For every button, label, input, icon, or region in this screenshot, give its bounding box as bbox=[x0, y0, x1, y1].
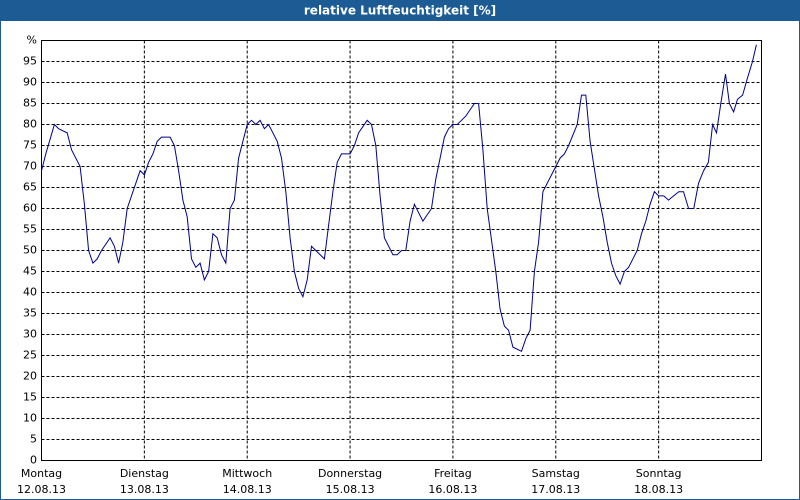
y-tick-label: 80 bbox=[23, 118, 37, 131]
y-tick-label: 75 bbox=[23, 139, 37, 152]
y-tick-label: 10 bbox=[23, 412, 37, 425]
x-tick-date: 17.08.13 bbox=[531, 483, 580, 496]
y-tick-label: 45 bbox=[23, 265, 37, 278]
y-tick-label: 25 bbox=[23, 349, 37, 362]
y-tick-label: 95 bbox=[23, 55, 37, 68]
y-tick-label: 0 bbox=[30, 454, 37, 467]
y-tick-label: 5 bbox=[30, 433, 37, 446]
x-tick-label: Samstag bbox=[532, 467, 580, 480]
x-tick-date: 12.08.13 bbox=[17, 483, 66, 496]
x-tick-label: Freitag bbox=[434, 467, 472, 480]
y-tick-label: 55 bbox=[23, 223, 37, 236]
y-tick-label: 90 bbox=[23, 76, 37, 89]
x-tick-date: 15.08.13 bbox=[326, 483, 375, 496]
y-tick-label: 15 bbox=[23, 391, 37, 404]
x-tick-label: Montag bbox=[21, 467, 62, 480]
y-tick-label: 40 bbox=[23, 286, 37, 299]
y-tick-label: 50 bbox=[23, 244, 37, 257]
y-tick-label: 65 bbox=[23, 181, 37, 194]
y-tick-label: 70 bbox=[23, 160, 37, 173]
data-line bbox=[41, 44, 757, 352]
x-tick-label: Donnerstag bbox=[318, 467, 382, 480]
title-bar bbox=[0, 0, 800, 21]
x-tick-label: Dienstag bbox=[120, 467, 169, 480]
y-tick-label: 35 bbox=[23, 307, 37, 320]
y-tick-label: % bbox=[27, 34, 37, 47]
x-tick-label: Sonntag bbox=[636, 467, 682, 480]
x-tick-date: 14.08.13 bbox=[223, 483, 272, 496]
x-tick-date: 18.08.13 bbox=[634, 483, 683, 496]
x-tick-label: Mittwoch bbox=[222, 467, 272, 480]
y-tick-label: 85 bbox=[23, 97, 37, 110]
x-tick-date: 13.08.13 bbox=[120, 483, 169, 496]
y-tick-label: 20 bbox=[23, 370, 37, 383]
x-tick-date: 16.08.13 bbox=[428, 483, 477, 496]
y-tick-label: 60 bbox=[23, 202, 37, 215]
y-tick-label: 30 bbox=[23, 328, 37, 341]
chart-title: relative Luftfeuchtigkeit [%] bbox=[304, 4, 496, 18]
